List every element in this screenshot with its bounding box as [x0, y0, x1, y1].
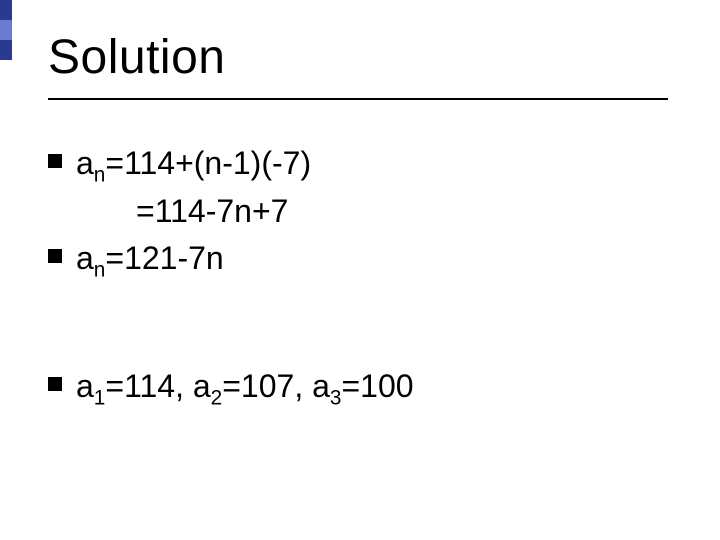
- var-a: a: [76, 368, 94, 404]
- sub-3: 3: [330, 387, 342, 410]
- expr: =121-7n: [105, 240, 223, 276]
- var-a: a: [76, 145, 94, 181]
- accent-seg-3: [0, 40, 12, 60]
- line-4: a1=114, a2=107, a3=100: [76, 363, 414, 409]
- sub-1: 1: [94, 387, 106, 410]
- accent-bar: [0, 0, 12, 60]
- line-2: =114-7n+7: [136, 188, 680, 234]
- content: an=114+(n-1)(-7) =114-7n+7 an=121-7n a1=…: [48, 140, 680, 412]
- val-3: =100: [341, 368, 413, 404]
- bullet-item-2: an=121-7n: [48, 235, 680, 281]
- sub-n: n: [94, 163, 106, 186]
- val-2: =107,: [222, 368, 312, 404]
- bullet-icon: [48, 377, 62, 391]
- bullet-item-1: an=114+(n-1)(-7): [48, 140, 680, 186]
- expr: =114+(n-1)(-7): [105, 145, 311, 181]
- sub-2: 2: [211, 387, 223, 410]
- page-title: Solution: [48, 30, 225, 85]
- title-underline: [48, 98, 668, 100]
- line-1: an=114+(n-1)(-7): [76, 140, 311, 186]
- slide: Solution an=114+(n-1)(-7) =114-7n+7 an=1…: [0, 0, 720, 540]
- bullet-item-3: a1=114, a2=107, a3=100: [48, 363, 680, 409]
- var-a: a: [312, 368, 330, 404]
- bullet-icon: [48, 249, 62, 263]
- bullet-icon: [48, 154, 62, 168]
- line-3: an=121-7n: [76, 235, 224, 281]
- sub-n: n: [94, 258, 106, 281]
- accent-seg-1: [0, 0, 12, 20]
- val-1: =114,: [105, 368, 192, 404]
- var-a: a: [76, 240, 94, 276]
- spacer: [48, 283, 680, 363]
- var-a: a: [193, 368, 211, 404]
- accent-seg-2: [0, 20, 12, 40]
